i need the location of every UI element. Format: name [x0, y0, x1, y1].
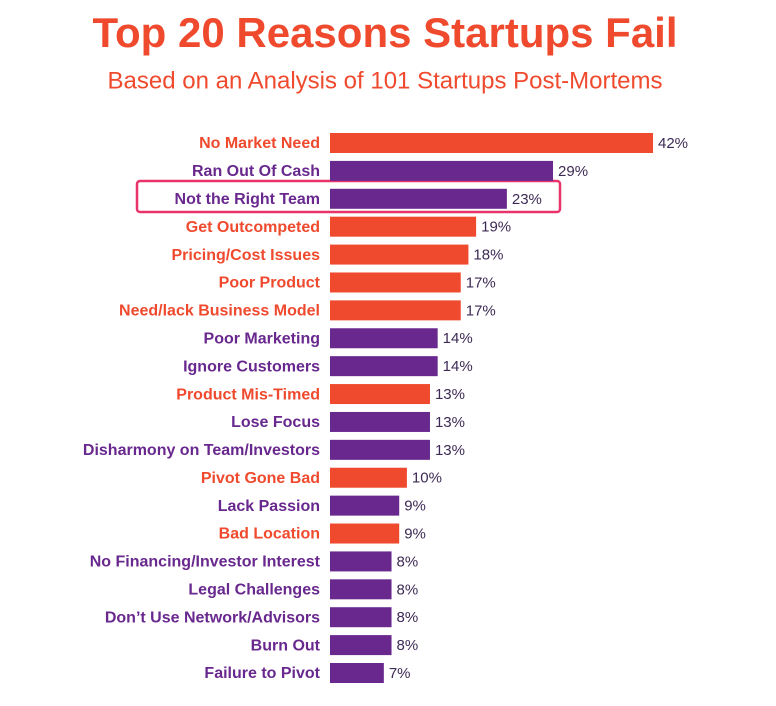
- y-tick-label: Need/lack Business Model: [119, 303, 320, 320]
- value-label: 14%: [443, 330, 473, 347]
- bar: [330, 133, 653, 153]
- bar: [330, 523, 400, 544]
- value-label: 14%: [443, 358, 473, 375]
- bar: [330, 384, 430, 405]
- y-tick-label: Product Mis-Timed: [176, 386, 320, 403]
- value-label: 42%: [658, 135, 688, 152]
- value-label: 13%: [435, 414, 465, 431]
- bar: [330, 300, 461, 321]
- bar: [330, 635, 392, 656]
- bar: [330, 579, 392, 600]
- bar: [330, 607, 392, 628]
- bar: [330, 244, 469, 265]
- value-label: 8%: [397, 609, 419, 626]
- value-label: 9%: [404, 525, 426, 542]
- bar: [330, 411, 430, 432]
- bar: [330, 272, 461, 293]
- y-tick-label: No Market Need: [199, 135, 320, 152]
- y-tick-label: Lose Focus: [231, 414, 320, 431]
- value-label: 17%: [466, 274, 496, 291]
- value-label: 19%: [481, 219, 511, 236]
- bar: [330, 439, 430, 460]
- y-tick-label: Burn Out: [251, 637, 321, 654]
- y-tick-label: No Financing/Investor Interest: [90, 554, 321, 571]
- value-label: 8%: [397, 581, 419, 598]
- y-tick-label: Ignore Customers: [183, 358, 320, 375]
- y-tick-label: Pricing/Cost Issues: [172, 247, 321, 264]
- y-tick-label: Legal Challenges: [188, 582, 320, 599]
- bar: [330, 160, 554, 181]
- bar: [330, 356, 438, 377]
- value-label: 29%: [558, 163, 588, 180]
- bar: [330, 216, 477, 237]
- y-tick-label: Don’t Use Network/Advisors: [105, 609, 320, 626]
- value-label: 13%: [435, 386, 465, 403]
- value-label: 8%: [397, 637, 419, 654]
- chart-subtitle: Based on an Analysis of 101 Startups Pos…: [108, 67, 663, 94]
- value-label: 8%: [397, 553, 419, 570]
- value-label: 9%: [404, 498, 426, 515]
- y-tick-label: Pivot Gone Bad: [201, 470, 320, 487]
- value-label: 10%: [412, 470, 442, 487]
- y-tick-label: Get Outcompeted: [186, 219, 320, 236]
- bar: [330, 188, 507, 209]
- highlight-box: [135, 179, 562, 214]
- y-tick-label: Lack Passion: [218, 498, 320, 515]
- value-label: 13%: [435, 442, 465, 459]
- value-label: 18%: [473, 247, 503, 264]
- bar: [330, 551, 392, 572]
- bar: [330, 328, 438, 349]
- y-tick-label: Poor Product: [219, 275, 321, 292]
- bar: [330, 663, 384, 683]
- y-tick-label: Ran Out Of Cash: [192, 163, 320, 180]
- value-label: 17%: [466, 302, 496, 319]
- y-tick-label: Bad Location: [219, 526, 320, 543]
- y-tick-label: Failure to Pivot: [204, 665, 320, 682]
- y-tick-label: Disharmony on Team/Investors: [83, 442, 320, 459]
- bar: [330, 467, 407, 488]
- y-tick-label: Poor Marketing: [204, 330, 320, 347]
- chart-title: Top 20 Reasons Startups Fail: [92, 9, 677, 56]
- value-label: 23%: [512, 191, 542, 208]
- bar: [330, 495, 400, 516]
- y-tick-label: Not the Right Team: [175, 191, 320, 208]
- value-label: 7%: [389, 665, 411, 682]
